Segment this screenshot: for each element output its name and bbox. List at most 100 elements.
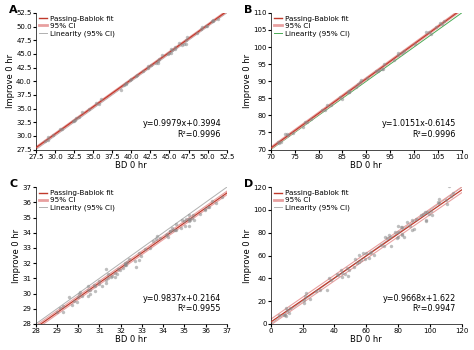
Point	[344, 273, 351, 279]
Point	[111, 271, 118, 276]
Point	[209, 18, 216, 23]
Point	[219, 195, 226, 200]
Point	[209, 18, 217, 24]
Point	[378, 66, 386, 71]
Point	[75, 292, 83, 297]
Point	[155, 60, 162, 66]
Point	[400, 234, 408, 240]
Point	[117, 87, 125, 92]
Point	[381, 234, 388, 240]
Point	[171, 227, 179, 233]
Point	[307, 117, 314, 122]
Point	[274, 139, 282, 145]
Point	[149, 238, 157, 244]
Point	[391, 57, 398, 63]
Point	[301, 119, 309, 125]
Point	[366, 250, 374, 256]
Point	[422, 217, 430, 223]
Point	[449, 190, 457, 196]
Point	[316, 287, 324, 293]
Point	[398, 224, 405, 230]
Point	[146, 246, 154, 251]
Point	[117, 267, 124, 272]
Point	[327, 102, 335, 108]
Point	[375, 67, 383, 73]
Point	[166, 229, 173, 234]
Point	[92, 101, 100, 106]
X-axis label: BD 0 hr: BD 0 hr	[350, 335, 382, 344]
Point	[438, 22, 446, 27]
Point	[301, 298, 308, 303]
Point	[338, 270, 346, 276]
Point	[275, 140, 283, 146]
Point	[122, 80, 129, 86]
Point	[76, 114, 83, 120]
Point	[163, 232, 170, 238]
Point	[446, 183, 453, 189]
Point	[383, 235, 391, 241]
Point	[363, 76, 371, 81]
Point	[336, 94, 344, 100]
Point	[352, 84, 360, 90]
Point	[147, 62, 155, 67]
Point	[346, 267, 353, 273]
Point	[164, 51, 172, 57]
Point	[85, 106, 93, 112]
Legend: Passing-Bablok fit, 95% CI, Linearity (95% CI): Passing-Bablok fit, 95% CI, Linearity (9…	[273, 189, 350, 212]
Point	[97, 96, 104, 102]
Text: y=1.0151x-0.6145
R²=0.9996: y=1.0151x-0.6145 R²=0.9996	[382, 119, 456, 139]
Point	[412, 217, 420, 222]
Point	[44, 138, 52, 143]
Point	[96, 278, 103, 284]
Point	[398, 50, 406, 56]
Point	[190, 217, 198, 222]
Point	[335, 272, 342, 278]
Point	[410, 226, 418, 232]
Point	[169, 225, 176, 231]
Point	[173, 228, 180, 233]
Point	[145, 65, 152, 71]
Point	[193, 30, 201, 36]
Point	[170, 227, 177, 233]
Point	[182, 216, 190, 222]
Point	[386, 232, 393, 238]
Legend: Passing-Bablok fit, 95% CI, Linearity (95% CI): Passing-Bablok fit, 95% CI, Linearity (9…	[38, 189, 115, 212]
Text: B: B	[244, 5, 253, 15]
Point	[334, 272, 341, 277]
Point	[351, 264, 358, 270]
Point	[122, 261, 129, 267]
Point	[76, 289, 83, 295]
Point	[357, 77, 365, 83]
Point	[359, 250, 366, 256]
Point	[186, 217, 194, 222]
Point	[132, 264, 139, 270]
Point	[435, 199, 442, 205]
Point	[201, 206, 209, 212]
Point	[135, 257, 143, 263]
Point	[423, 209, 431, 215]
Point	[108, 273, 115, 279]
Legend: Passing-Bablok fit, 95% CI, Linearity (95% CI): Passing-Bablok fit, 95% CI, Linearity (9…	[38, 15, 115, 37]
Point	[323, 103, 330, 108]
Point	[180, 219, 188, 224]
Y-axis label: Improve 0 hr: Improve 0 hr	[243, 54, 252, 108]
Point	[443, 201, 450, 207]
Point	[123, 262, 130, 268]
Point	[185, 216, 193, 221]
Point	[95, 281, 103, 287]
Point	[205, 205, 213, 210]
Point	[394, 52, 402, 58]
Point	[302, 290, 310, 296]
Point	[323, 287, 330, 293]
Point	[345, 89, 353, 95]
Text: y=0.9979x+0.3994
R²=0.9996: y=0.9979x+0.3994 R²=0.9996	[142, 119, 221, 139]
Point	[102, 266, 109, 272]
Point	[182, 41, 190, 47]
Point	[59, 309, 66, 315]
Point	[189, 215, 196, 220]
Point	[197, 26, 204, 32]
Point	[69, 118, 77, 124]
Point	[307, 296, 314, 302]
Point	[78, 110, 86, 115]
Point	[344, 265, 351, 271]
